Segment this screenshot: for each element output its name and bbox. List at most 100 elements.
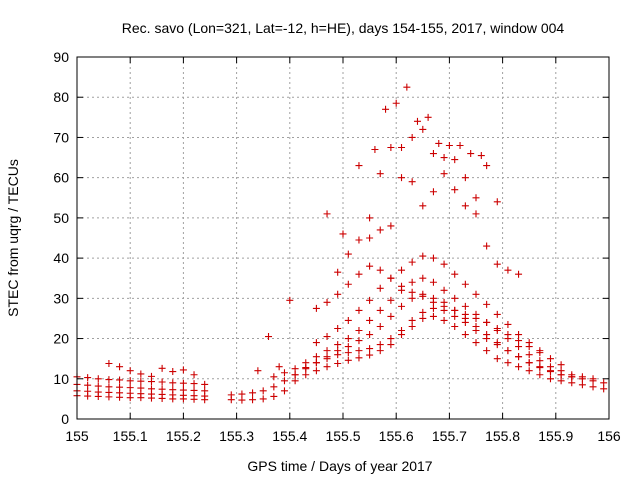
x-tick-label: 155.3 — [219, 428, 254, 444]
data-point — [376, 347, 384, 355]
data-point — [147, 372, 155, 380]
data-point — [355, 354, 363, 362]
data-point — [419, 252, 427, 260]
data-point — [408, 278, 416, 286]
data-point — [169, 368, 177, 376]
data-point — [137, 370, 145, 378]
y-tick-label: 80 — [53, 89, 69, 105]
data-point — [398, 282, 406, 290]
y-axis-label: STEC from uqrg / TECUs — [5, 159, 21, 317]
data-point — [504, 266, 512, 274]
data-point — [493, 341, 501, 349]
data-point — [387, 296, 395, 304]
data-point — [456, 141, 464, 149]
data-point — [291, 377, 299, 385]
data-point — [179, 366, 187, 374]
data-point — [440, 306, 448, 314]
data-point — [323, 363, 331, 371]
data-point — [302, 371, 310, 379]
data-point — [461, 280, 469, 288]
series-arc-f — [227, 312, 608, 404]
data-point — [451, 270, 459, 278]
data-point — [546, 368, 554, 376]
y-tick-label: 30 — [53, 290, 69, 306]
data-point — [419, 274, 427, 282]
data-point — [179, 379, 187, 387]
data-point — [387, 335, 395, 343]
series-arc-e — [105, 359, 198, 380]
tick-labels: 155 155.1 155.2 155.3 155.4 155.5 155.6 155.7 15… — [53, 49, 620, 444]
data-point — [376, 322, 384, 330]
x-tick-label: 155.8 — [485, 428, 520, 444]
data-point — [398, 174, 406, 182]
data-point — [126, 367, 134, 375]
data-point — [376, 170, 384, 178]
data-point — [493, 355, 501, 363]
plot-frame — [76, 56, 610, 420]
data-point — [323, 210, 331, 218]
data-point — [344, 335, 352, 343]
data-point — [429, 278, 437, 286]
data-point — [190, 371, 198, 379]
data-point — [323, 333, 331, 341]
data-point — [546, 375, 554, 383]
data-point — [557, 361, 565, 369]
y-tick-label: 60 — [53, 170, 69, 186]
data-point — [504, 331, 512, 339]
data-point — [408, 288, 416, 296]
data-point — [483, 162, 491, 170]
data-point — [493, 260, 501, 268]
data-point — [275, 363, 283, 371]
data-point — [158, 378, 166, 386]
data-point — [169, 395, 177, 403]
data-point — [419, 314, 427, 322]
data-point — [270, 383, 278, 391]
data-point — [461, 331, 469, 339]
series-arc-l — [323, 83, 485, 238]
data-point — [366, 345, 374, 353]
series-arc-k — [291, 304, 576, 381]
data-point — [472, 290, 480, 298]
data-point — [344, 356, 352, 364]
data-point — [483, 347, 491, 355]
data-point — [493, 198, 501, 206]
data-point — [440, 316, 448, 324]
data-point — [493, 310, 501, 318]
data-point — [451, 312, 459, 320]
data-point — [334, 290, 342, 298]
data-point — [105, 376, 113, 384]
data-point — [536, 364, 544, 372]
y-tick-label: 10 — [53, 371, 69, 387]
data-point — [371, 146, 379, 154]
data-point — [440, 260, 448, 268]
data-point — [429, 304, 437, 312]
data-point — [557, 377, 565, 385]
data-point — [472, 314, 480, 322]
data-point — [265, 333, 273, 341]
data-point — [238, 396, 246, 404]
data-point — [94, 392, 102, 400]
data-point — [536, 371, 544, 379]
data-point — [366, 331, 374, 339]
data-point — [398, 266, 406, 274]
data-point — [483, 242, 491, 250]
data-point — [323, 298, 331, 306]
data-point — [515, 363, 523, 371]
data-point — [376, 284, 384, 292]
data-point — [355, 236, 363, 244]
data-point — [105, 359, 113, 367]
data-point — [525, 359, 533, 367]
data-point — [493, 325, 501, 332]
data-point — [382, 105, 390, 113]
data-point — [525, 343, 533, 351]
data-point — [408, 322, 416, 330]
y-tick-label: 90 — [53, 49, 69, 65]
data-point — [568, 373, 576, 381]
data-point — [483, 335, 491, 343]
data-point — [376, 306, 384, 314]
data-point — [557, 371, 565, 379]
data-point — [249, 389, 257, 397]
data-point — [568, 379, 576, 387]
